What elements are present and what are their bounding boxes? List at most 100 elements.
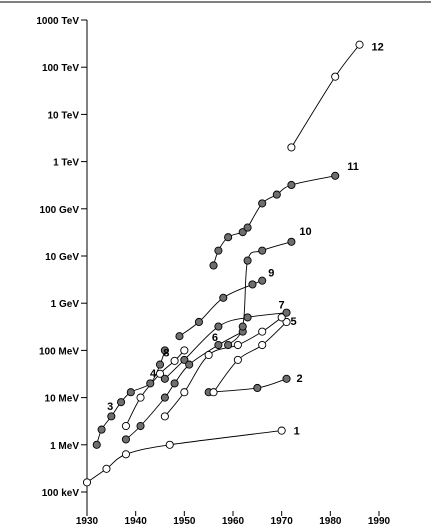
series-3-point [146,379,155,388]
series-7-point [282,308,291,317]
y-axis-ticks: 1000 TeV 100 TeV 10 TeV 1 TeV 100 GeV 10 GeV 1… [36,16,87,499]
series-1-point [102,464,111,473]
series-2-curve [208,378,287,393]
series-5-label: 5 [291,316,297,328]
series-3-point [107,412,116,421]
series-7-point [180,355,189,364]
series-6-point [258,327,267,336]
series-4-point [155,369,165,378]
series-3-point [92,440,101,449]
y-tick-label: 10 TeV [48,110,80,121]
series-11-point [287,180,296,190]
series-4-point [180,346,189,355]
x-tick-label: 1960 [222,516,245,527]
series-5-curve [213,321,287,393]
series-3-point [126,388,135,397]
series-1-label: 1 [294,426,300,438]
series-1-point [82,478,92,487]
series-6-point [277,313,286,322]
series-10-point [224,340,233,350]
series-10-point [243,256,252,265]
series-11-point [224,233,233,242]
series-12-point [287,143,296,152]
series-6-label: 6 [212,332,218,344]
y-tick-label: 100 MeV [39,346,79,357]
series-10-label: 10 [299,226,311,238]
series-4-point [136,393,145,402]
series-11-point [238,228,247,237]
series-markers [82,40,364,487]
series-11-point [214,246,223,255]
series-1-point [121,450,130,459]
series-7-point [214,322,223,331]
series-8-point [121,435,130,444]
series-12-point [355,40,364,49]
series-3-curve [96,350,166,445]
series-10-point [238,322,247,331]
series-11-point [331,171,340,180]
series-9-point [194,317,203,327]
series-9-point [175,332,184,341]
series-11-point [258,199,267,208]
series-12-point [331,72,340,81]
series-9-point [219,293,228,302]
series-4-point [121,421,130,431]
series-11-curve [213,175,336,266]
series-5-point [233,355,242,364]
y-tick-label: 100 keV [42,488,80,499]
series-9-label: 9 [268,268,274,280]
series-6-point [160,412,169,421]
series-12-label: 12 [372,42,384,54]
y-tick-label: 1 MeV [50,441,79,452]
series-5-point [258,340,267,350]
y-tick-label: 100 TeV [42,63,79,74]
series-10-point [258,246,267,255]
series-curves [86,44,360,483]
x-tick-label: 1980 [319,516,342,527]
x-tick-label: 1930 [76,516,99,527]
series-3-label: 3 [107,401,113,413]
series-3-point [117,398,126,407]
series-1-point [165,440,174,449]
series-2-point [253,383,262,393]
series-7-label: 7 [279,300,285,312]
series-9-point [258,276,267,285]
series-11-point [272,190,281,199]
series-8-point [185,360,194,369]
series-6-point [233,340,242,350]
series-11-point [243,223,252,232]
series-1-point [277,426,286,435]
series-1-curve [86,430,282,483]
y-tick-label: 10 MeV [45,394,80,405]
y-tick-label: 1 TeV [53,158,79,169]
series-8-point [160,393,169,402]
series-6-point [204,350,213,360]
x-tick-label: 1940 [125,516,148,527]
series-11-label: 11 [347,161,359,173]
series-5-point [209,388,218,397]
series-8-point [214,340,223,350]
series-4-point [170,356,179,365]
y-tick-label: 10 GeV [45,252,79,263]
series-5-point [282,317,291,327]
y-tick-label: 100 GeV [40,205,80,216]
x-axis-ticks: 1930 1940 1950 1960 1970 1980 1990 [76,511,391,527]
series-3-point [155,360,165,369]
series-12-curve [291,44,360,148]
x-tick-label: 1990 [368,516,391,527]
series-2-point [282,374,291,383]
series-11-point [209,261,218,270]
series-9-point [248,280,257,289]
series-6-point [180,388,189,397]
series-2-label: 2 [297,373,303,385]
series-8-label: 8 [163,348,169,360]
series-8-point [170,379,179,388]
series-3-point [160,346,169,355]
series-7-point [160,374,169,383]
y-tick-label: 1000 TeV [36,16,79,27]
series-8-point [136,421,145,431]
y-tick-label: 1 GeV [51,299,80,310]
x-tick-label: 1970 [271,516,294,527]
series-7-point [243,313,252,322]
